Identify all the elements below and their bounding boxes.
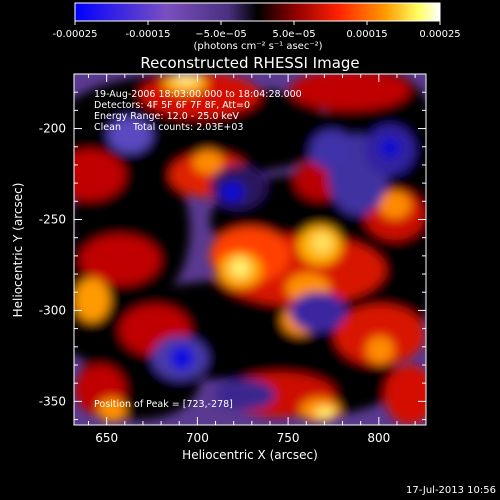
heatmap-blob — [312, 233, 332, 253]
heatmap-blob — [379, 191, 411, 219]
colorbar-tick-label: −5.0e−05 — [195, 29, 247, 40]
y-tick-label: -250 — [39, 212, 66, 226]
x-tick-label: 750 — [277, 431, 300, 445]
colorbar-gradient — [74, 2, 441, 22]
heatmap-blob — [385, 365, 426, 425]
heatmap-blob — [215, 380, 275, 410]
x-tick-label: 800 — [367, 431, 390, 445]
heatmap-blob — [290, 292, 346, 332]
heatmap-blob — [80, 235, 160, 285]
y-tick-label: -350 — [39, 394, 66, 408]
annotation-energy-range: Energy Range: 12.0 - 25.0 keV — [94, 111, 239, 122]
heatmap-blob — [290, 74, 410, 110]
colorbar-tick-label: -0.00015 — [126, 29, 171, 40]
heatmap-blob — [315, 407, 335, 419]
heatmap-blob — [174, 74, 198, 86]
heatmap-blob — [220, 182, 244, 202]
heatmap-blob — [366, 336, 394, 364]
heatmap-blob — [310, 130, 354, 170]
y-axis-label: Heliocentric Y (arcsec) — [11, 183, 25, 318]
heatmap-area — [74, 74, 426, 425]
footer-timestamp: 17-Jul-2013 10:56 — [406, 485, 496, 496]
heatmap-blob — [74, 278, 110, 322]
heatmap-blob — [98, 398, 126, 422]
y-axis: -200 -250 -300 -350 — [39, 73, 426, 421]
heatmap-blob — [108, 117, 152, 153]
x-axis-label: Heliocentric X (arcsec) — [182, 448, 318, 462]
chart-title: Reconstructed RHESSI Image — [140, 54, 359, 72]
x-tick-label: 650 — [95, 431, 118, 445]
annotation-counts: Clean Total counts: 2.03E+03 — [94, 122, 243, 133]
colorbar-tick-label: 5.0e−05 — [272, 29, 315, 40]
colorbar: -0.00025 -0.00015 −5.0e−05 5.0e−05 0.00015 0.… — [53, 2, 461, 52]
heatmap-blob — [230, 258, 250, 278]
colorbar-tick-label: 0.00025 — [419, 29, 460, 40]
annotation-detectors: Detectors: 4F 5F 6F 7F 8F, Att=0 — [94, 100, 250, 111]
annotation-time-range: 19-Aug-2006 18:03:00.000 to 18:04:28.000 — [94, 89, 302, 100]
x-axis: 650 700 750 800 — [88, 74, 416, 445]
heatmap-blob — [74, 150, 125, 200]
heatmap-blob — [380, 138, 400, 158]
heatmap-blobs — [74, 74, 426, 425]
plot-frame — [73, 73, 427, 426]
x-tick-label: 700 — [186, 431, 209, 445]
colorbar-unit-label: (photons cm⁻² s⁻¹ asec⁻²) — [193, 41, 322, 52]
peak-position-label: Position of Peak = [723,-278] — [94, 399, 233, 410]
heatmap-blob — [335, 305, 425, 365]
colorbar-tick-label: 0.00015 — [346, 29, 387, 40]
heatmap-blob — [193, 150, 223, 174]
y-tick-label: -200 — [39, 122, 66, 136]
annotation-block: 19-Aug-2006 18:03:00.000 to 18:04:28.000… — [94, 89, 302, 133]
colorbar-ticks: -0.00025 -0.00015 −5.0e−05 5.0e−05 0.00015 0.… — [53, 21, 461, 40]
colorbar-tick-label: -0.00025 — [53, 29, 98, 40]
y-tick-label: -300 — [39, 303, 66, 317]
heatmap-blob — [170, 346, 194, 370]
